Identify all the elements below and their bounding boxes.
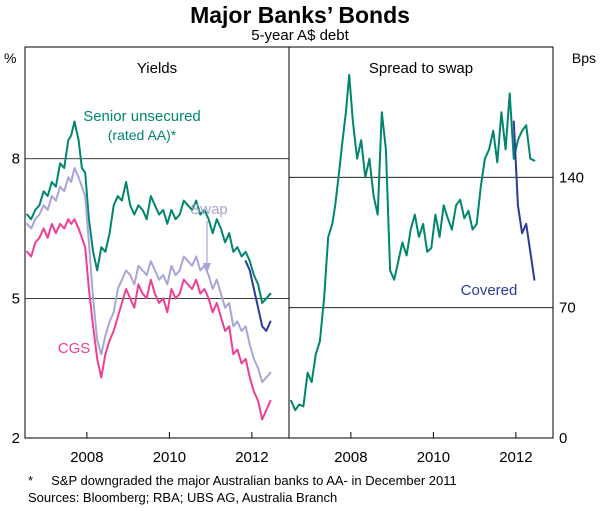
- y-tick-label-right: 140: [559, 169, 584, 186]
- series-line-swap: [26, 167, 272, 384]
- right-axis-unit: Bps: [572, 50, 596, 66]
- chart-title: Major Banks’ Bonds: [190, 2, 410, 28]
- x-tick-label: 2010: [153, 449, 186, 466]
- x-tick-label: 2008: [334, 449, 367, 466]
- panel-title-yields: Yields: [137, 60, 177, 77]
- x-tick-label: 2012: [499, 449, 532, 466]
- y-tick-label-left: 5: [12, 290, 20, 307]
- label-swap: Swap: [190, 201, 228, 218]
- x-tick-label: 2012: [235, 449, 268, 466]
- sources: Sources: Bloomberg; RBA; UBS AG, Austral…: [28, 490, 337, 505]
- x-tick-label: 2008: [70, 449, 103, 466]
- chart-subtitle: 5-year A$ debt: [251, 27, 349, 44]
- label-cgs: CGS: [58, 340, 91, 357]
- left-axis-unit: %: [4, 50, 16, 66]
- series-line-senior: [26, 120, 272, 304]
- swap-pointer-head: [203, 263, 211, 273]
- y-tick-label-right: 70: [559, 300, 576, 317]
- label-senior-rated: (rated AA)*: [108, 127, 177, 143]
- y-tick-label-right: 0: [559, 430, 567, 447]
- label-senior-unsecured: Senior unsecured: [83, 108, 201, 125]
- y-tick-label-left: 8: [12, 151, 20, 168]
- label-covered: Covered: [461, 282, 518, 299]
- series-line-covered: [512, 120, 536, 281]
- x-tick-label: 2010: [417, 449, 450, 466]
- series-line-spread: [290, 73, 536, 412]
- footnote: * S&P downgraded the major Australian ba…: [28, 473, 457, 488]
- series-line-covered: [244, 260, 272, 332]
- series-line-cgs: [26, 218, 272, 421]
- panel-title-spread: Spread to swap: [369, 60, 473, 77]
- y-tick-label-left: 2: [12, 430, 20, 447]
